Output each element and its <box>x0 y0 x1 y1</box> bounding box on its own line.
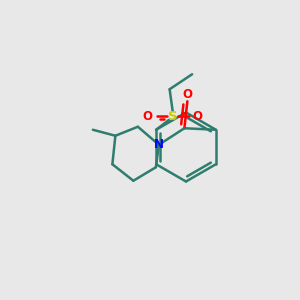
Text: N: N <box>154 138 164 151</box>
Text: O: O <box>143 110 153 123</box>
Text: O: O <box>193 110 202 123</box>
Text: O: O <box>182 88 192 101</box>
Text: S: S <box>168 110 177 123</box>
